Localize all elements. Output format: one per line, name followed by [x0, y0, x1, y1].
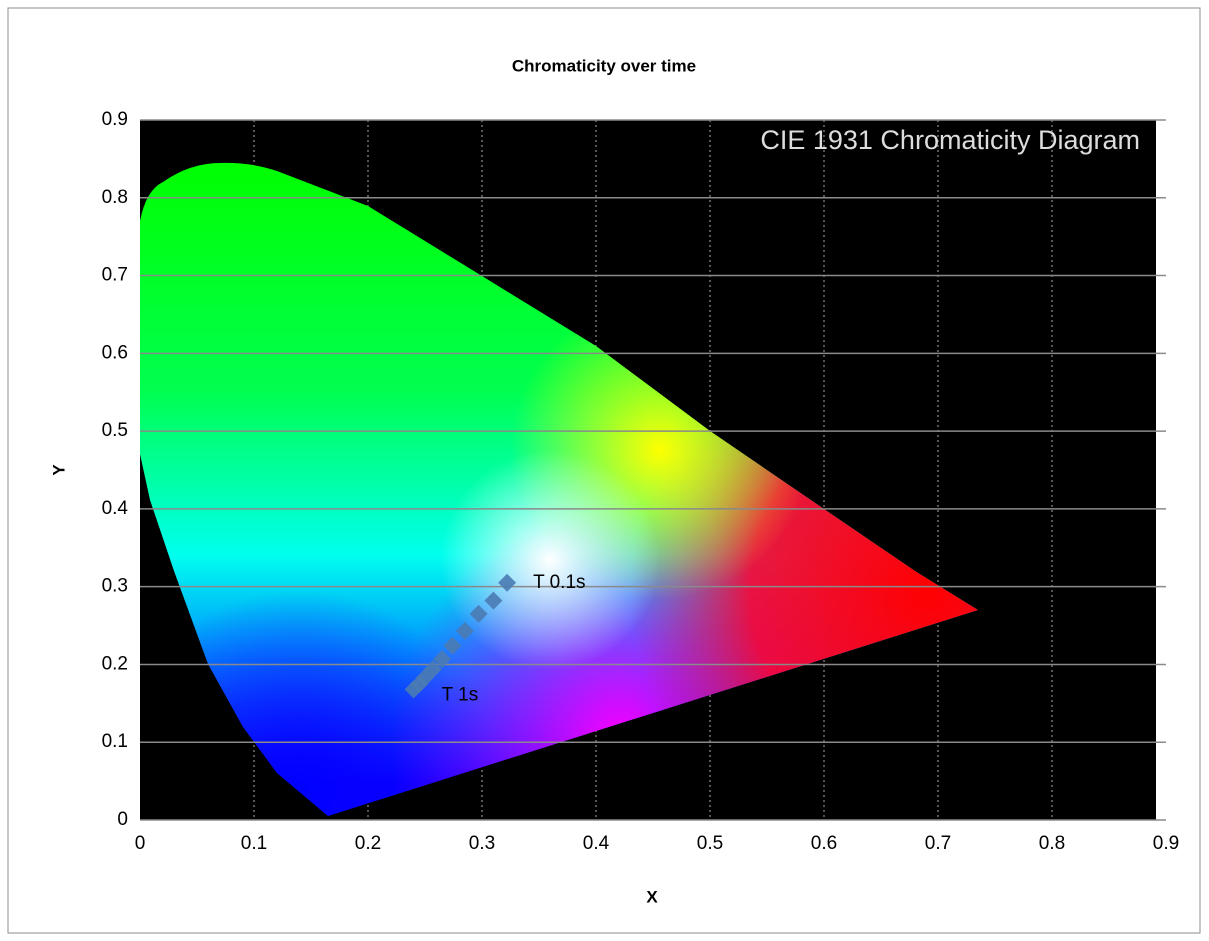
y-tick-label: 0 — [117, 809, 128, 830]
y-tick-label: 0.5 — [102, 420, 128, 441]
x-tick-label: 0.4 — [583, 833, 610, 854]
y-tick-label: 0.7 — [102, 265, 128, 286]
annotation: T 0.1s — [533, 572, 585, 593]
y-tick-label: 0.4 — [102, 498, 129, 519]
marker — [443, 636, 462, 655]
x-tick-label: 0.5 — [697, 833, 723, 854]
y-tick-label: 0.2 — [102, 653, 128, 674]
x-axis-title: X — [646, 887, 658, 906]
marker — [484, 591, 503, 610]
x-tick-label: 0.1 — [241, 833, 267, 854]
x-tick-label: 0.7 — [925, 833, 951, 854]
y-tick-label: 0.3 — [102, 576, 128, 597]
annotation: T 1s — [442, 684, 479, 705]
marker — [404, 680, 423, 699]
x-tick-label: 0.6 — [811, 833, 837, 854]
y-tick-label: 0.1 — [102, 731, 128, 752]
x-tick-label: 0 — [135, 833, 146, 854]
marker — [455, 622, 474, 640]
y-tick-label: 0.8 — [102, 187, 128, 208]
y-tick-label: 0.6 — [102, 342, 128, 363]
y-tick-label: 0.9 — [102, 109, 128, 130]
marker — [469, 604, 488, 623]
x-tick-label: 0.3 — [469, 833, 495, 854]
marker — [433, 650, 452, 668]
x-tick-label: 0.9 — [1153, 833, 1179, 854]
marker — [498, 573, 517, 592]
x-tick-label: 0.2 — [355, 833, 381, 854]
y-axis-title: Y — [49, 464, 68, 476]
h-grid — [140, 119, 1166, 821]
chart-title: Chromaticity over time — [512, 56, 696, 75]
x-tick-label: 0.8 — [1039, 833, 1065, 854]
inset-title: CIE 1931 Chromaticity Diagram — [760, 125, 1140, 155]
